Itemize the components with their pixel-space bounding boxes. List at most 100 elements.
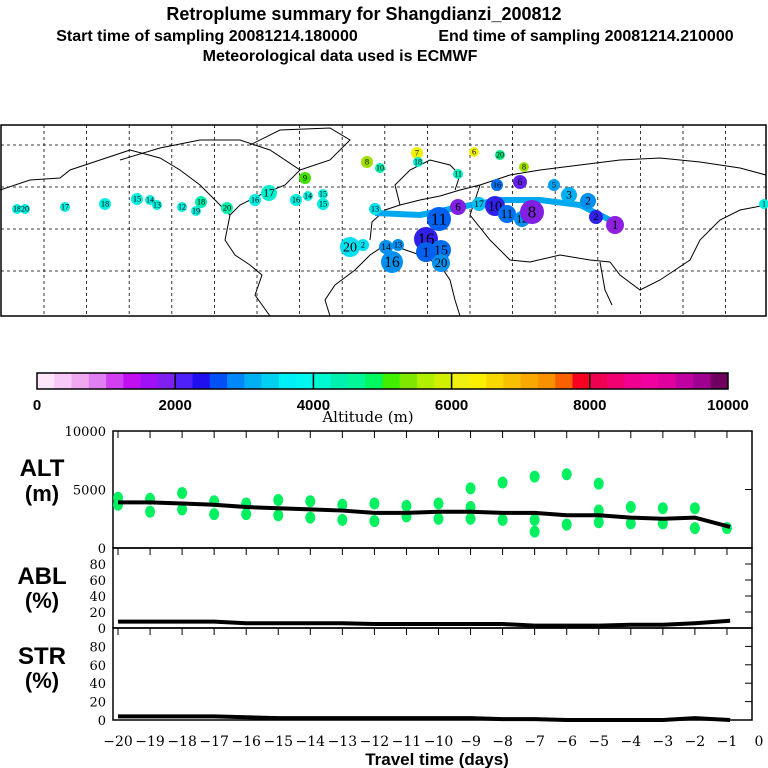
marker-dot — [416, 242, 436, 262]
colorbar-cell — [710, 373, 729, 389]
map-marker: 18 — [195, 196, 207, 208]
scatter-point — [529, 513, 540, 526]
scatter-point — [369, 497, 380, 510]
marker-dot — [369, 203, 381, 215]
fraction-line — [118, 618, 731, 628]
colorbar-cell — [382, 373, 401, 389]
marker-label: 20 — [343, 241, 357, 256]
x-tick-label: −18 — [167, 734, 197, 750]
colorbar-cell — [572, 373, 591, 389]
panel-frame — [112, 430, 753, 549]
marker-label: 12 — [516, 214, 527, 226]
map-marker: 3 — [561, 187, 577, 203]
marker-dot — [145, 195, 155, 205]
map-marker: 6 — [513, 175, 527, 189]
scatter-point — [625, 501, 636, 514]
colorbar-cell — [537, 373, 556, 389]
marker-dot — [495, 150, 505, 160]
scatter-point — [625, 517, 636, 530]
colorbar-cell — [641, 373, 660, 389]
y-tick-label: 5000 — [73, 484, 106, 499]
marker-dot — [498, 205, 516, 223]
scatter-point — [337, 498, 348, 511]
marker-label: 18 — [414, 157, 422, 166]
marker-dot — [411, 147, 423, 159]
scatter-point — [177, 503, 188, 516]
marker-label: 8 — [528, 202, 536, 221]
colorbar-frame — [36, 372, 729, 390]
marker-dot — [453, 169, 463, 179]
marker-label: 17 — [263, 188, 275, 200]
marker-label: 1 — [423, 246, 430, 261]
marker-dot — [519, 162, 529, 172]
colorbar-cell — [468, 373, 487, 389]
map-marker: 20 — [495, 150, 505, 160]
map-marker: 8 — [519, 162, 529, 172]
marker-label: 19 — [192, 206, 200, 215]
panel-unit: (%) — [25, 588, 59, 613]
x-tick-label: −16 — [231, 734, 261, 750]
colorbar-tick-label: 6000 — [435, 397, 468, 414]
marker-dot — [357, 239, 369, 251]
marker-label: 10 — [376, 163, 384, 172]
marker-dot — [317, 198, 329, 210]
map-marker: 5 — [548, 179, 560, 191]
colorbar-cell — [37, 373, 55, 389]
met-data-label: Meteorological data used is ECMWF — [203, 48, 478, 65]
colorbar-cell — [399, 373, 418, 389]
scatter-point — [369, 515, 380, 528]
panel-label: ABL — [17, 563, 66, 590]
map-marker: 15 — [318, 189, 328, 199]
marker-label: 20 — [223, 204, 231, 213]
marker-label: 15 — [133, 195, 141, 204]
colorbar-tick-label: 2000 — [159, 397, 192, 414]
colorbar-cell — [589, 373, 608, 389]
map-marker: 18 — [99, 198, 111, 210]
map-marker: 20 — [432, 254, 450, 272]
marker-dot — [261, 185, 277, 201]
map-marker: 16 — [491, 179, 503, 191]
marker-label: 16 — [292, 196, 300, 205]
scatter-point — [465, 482, 476, 495]
y-tick-label: 20 — [89, 696, 106, 711]
marker-label: 18 — [197, 198, 205, 207]
x-tick-label: −10 — [424, 734, 454, 750]
x-tick-label: −11 — [392, 734, 422, 750]
marker-dot — [580, 193, 596, 209]
x-tick-label: −6 — [556, 734, 577, 750]
marker-dot — [20, 204, 30, 214]
map-marker: 17 — [60, 202, 70, 212]
scatter-point — [561, 468, 572, 481]
colorbar-cell — [347, 373, 366, 389]
marker-dot — [520, 200, 544, 224]
marker-dot — [606, 216, 624, 234]
map-marker: 17 — [261, 185, 277, 201]
map-marker: 18 — [413, 157, 423, 167]
map-marker: 20 — [340, 237, 360, 257]
colorbar-cell — [140, 373, 159, 389]
map-marker: 15 — [317, 198, 329, 210]
marker-label: 8 — [522, 162, 526, 171]
map-marker: 16 — [249, 194, 261, 206]
scatter-point — [497, 513, 508, 526]
map-marker: 14 — [303, 191, 313, 201]
map-marker: 2 — [357, 239, 369, 251]
colorbar-cell — [192, 373, 211, 389]
panel-frame — [112, 547, 753, 629]
scatter-point — [593, 477, 604, 490]
marker-dot — [413, 157, 423, 167]
marker-dot — [381, 251, 403, 273]
marker-label: 11 — [431, 209, 447, 228]
marker-label: 15 — [319, 200, 327, 209]
y-tick-label: 40 — [89, 590, 106, 605]
marker-dot — [303, 191, 313, 201]
marker-dot — [290, 194, 302, 206]
scatter-point — [465, 512, 476, 525]
y-tick-label: 0 — [98, 714, 106, 729]
marker-dot — [548, 179, 560, 191]
marker-dot — [472, 197, 486, 211]
marker-dot — [249, 194, 261, 206]
scatter-point — [497, 476, 508, 489]
scatter-point — [433, 512, 444, 525]
